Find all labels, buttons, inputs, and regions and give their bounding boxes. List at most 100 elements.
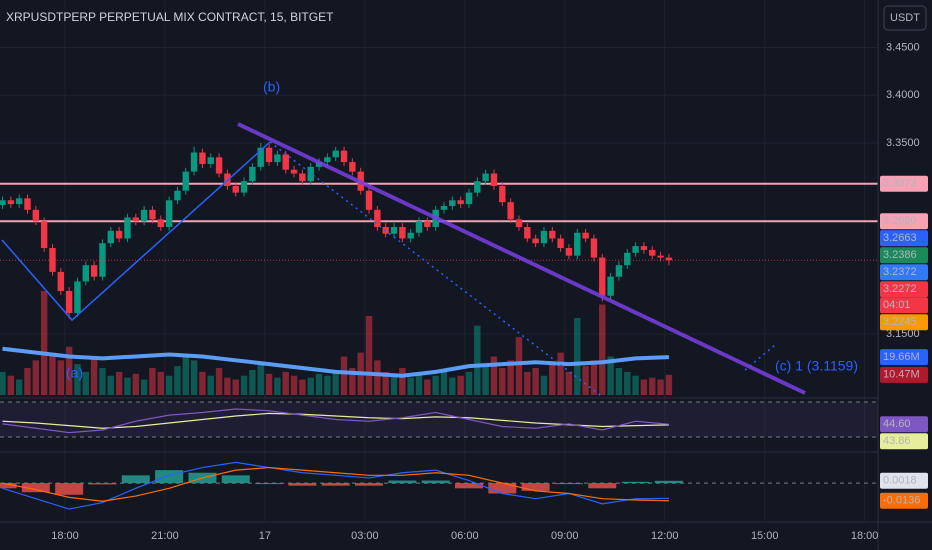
price-tag (880, 433, 928, 450)
histogram-bar (121, 475, 150, 484)
candle-body (582, 232, 589, 239)
volume-bar (265, 373, 273, 395)
volume-bar (582, 366, 589, 395)
candle-body (549, 230, 556, 239)
candle-body (332, 150, 339, 158)
candle-body (407, 232, 414, 239)
price-tag-label: 3.3073 (883, 178, 917, 190)
chart-title: XRPUSDTPERP PERPETUAL MIX CONTRACT, 15, … (6, 10, 334, 24)
volume-bar (249, 369, 256, 395)
volume-bar (199, 371, 206, 395)
candle-body (340, 150, 348, 163)
candle-body (49, 248, 56, 272)
histogram-bar (554, 483, 583, 485)
volume-bar (15, 379, 23, 395)
volume-bar (557, 352, 564, 395)
volume-bar (374, 360, 381, 395)
candle-body (607, 276, 614, 296)
candle-body (599, 257, 606, 296)
volume-bar (532, 368, 539, 395)
volume-bar (215, 368, 223, 395)
currency-button[interactable] (883, 5, 927, 31)
candle-body (0, 200, 6, 206)
band (0, 402, 878, 437)
volume-bar (432, 375, 439, 395)
candle-body (7, 200, 15, 205)
candle-body (457, 200, 464, 205)
marks (0, 0, 878, 522)
candle-body (274, 154, 281, 163)
countdown-tag (880, 297, 928, 314)
volume-bar (449, 377, 456, 395)
histogram-bar (421, 480, 450, 484)
volume-bar (382, 371, 389, 395)
volume-bar (640, 379, 648, 395)
histogram-bar (321, 483, 350, 486)
candle-body (90, 265, 98, 277)
histogram-bar (588, 483, 617, 489)
histogram-bar (621, 481, 650, 484)
candle-body (240, 181, 248, 193)
volume-bar (524, 371, 531, 395)
x-tick-label: 15:00 (751, 530, 779, 542)
candle-body (665, 257, 673, 261)
candle-body (624, 252, 631, 266)
volume-bar (182, 356, 189, 395)
candle-body (165, 200, 173, 228)
price-tag-label: -0.0136 (883, 495, 920, 507)
volume-bar (174, 366, 181, 395)
volume-bar (24, 368, 31, 395)
histogram-bar (155, 470, 184, 484)
volume-bar (165, 375, 173, 395)
price-tag (880, 264, 928, 281)
volume-bar (257, 364, 264, 395)
candle-body (257, 147, 264, 167)
volume-bar (407, 377, 414, 395)
x-tick-label: 17 (259, 530, 271, 542)
volume-bar (32, 360, 40, 395)
x-tick-label: 12:00 (651, 530, 679, 542)
candle-body (107, 230, 114, 244)
candle-body (399, 227, 406, 239)
volume-bar (490, 356, 498, 395)
histogram-bar (521, 483, 550, 491)
price-tag (880, 213, 928, 230)
currency[interactable]: USDT (890, 12, 920, 24)
price-tag (880, 416, 928, 433)
volume-bar (540, 375, 548, 395)
candle-body (349, 162, 356, 172)
annotation: (a) (66, 365, 83, 381)
volume-bar (140, 379, 148, 395)
volume-bar (90, 356, 98, 395)
candle-body (190, 152, 198, 172)
price-tag-label: 3.2272 (883, 283, 917, 295)
candle-body (290, 169, 298, 174)
volume-bar (574, 317, 581, 395)
price-tag-label: 43.86 (883, 435, 911, 447)
y-tick-label: 3.4000 (886, 89, 920, 101)
volume-bar (99, 368, 106, 395)
volume-bar (599, 304, 606, 395)
candle-body (24, 198, 31, 210)
volume-bar (274, 377, 281, 395)
candle-body (157, 219, 164, 228)
price-tag-label: 0.0018 (883, 475, 917, 487)
candle-body (499, 185, 506, 203)
candle-body (657, 255, 664, 258)
price-tag (880, 492, 928, 509)
annotation: (c) 1 (3.1159) (775, 358, 858, 374)
candle-body (32, 209, 40, 222)
candle-body (115, 230, 123, 239)
candle-body (124, 217, 131, 239)
histogram-bar (654, 480, 683, 484)
price-tag-label: 3.2245 (883, 316, 917, 328)
price-tag (880, 247, 928, 264)
candle-body (299, 173, 306, 182)
candle-body (199, 152, 206, 164)
y-tick-label: 3.3500 (886, 137, 920, 149)
x-tick-label: 03:00 (351, 530, 379, 542)
volume-bar (332, 371, 339, 395)
candle-body (615, 265, 623, 277)
